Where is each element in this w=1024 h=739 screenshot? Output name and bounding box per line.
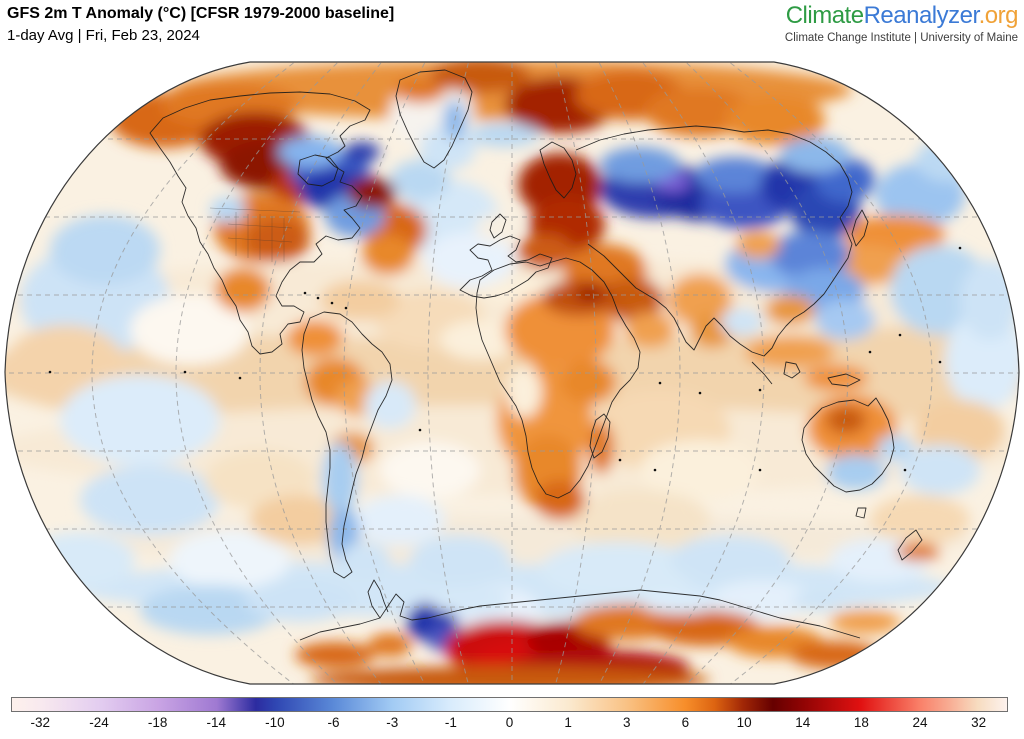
- colorbar-tick: -32: [30, 715, 51, 730]
- graticule: [5, 62, 1019, 684]
- site-logo[interactable]: ClimateReanalyzer.org Climate Change Ins…: [784, 2, 1019, 44]
- colorbar-tick: 24: [912, 715, 928, 730]
- projection-outline: [4, 61, 1020, 685]
- colorbar-tick: 18: [853, 715, 869, 730]
- logo-reanalyzer-text: Reanalyzer: [863, 2, 980, 29]
- logo-tagline: Climate Change Institute | University of…: [784, 32, 1018, 44]
- colorbar-tick: -3: [386, 715, 399, 730]
- colorbar-tick: -10: [265, 715, 285, 730]
- small-islands: [48, 246, 962, 472]
- coastlines: [149, 69, 923, 641]
- site-logo-wordmark[interactable]: ClimateReanalyzer.org: [785, 2, 1019, 30]
- logo-climate-text: Climate: [785, 2, 864, 29]
- colorbar: [11, 697, 1008, 712]
- colorbar-tick: -14: [206, 715, 227, 730]
- state-borders: [209, 207, 301, 262]
- map-layers: [5, 62, 1019, 684]
- colorbar-tick: 32: [971, 715, 987, 730]
- colorbar-tick: -24: [89, 715, 109, 730]
- map-title: GFS 2m T Anomaly (°C) [CFSR 1979-2000 ba…: [7, 5, 395, 22]
- colorbar-area: -32 -24 -18 -14 -10 -6 -3 -1 0 1 3 6 10 14 18 24 32: [0, 690, 1024, 739]
- colorbar-tick: 1: [564, 715, 572, 730]
- colorbar-tick: -18: [147, 715, 168, 730]
- colorbar-tick: 6: [681, 715, 690, 730]
- header: GFS 2m T Anomaly (°C) [CFSR 1979-2000 ba…: [0, 0, 1024, 56]
- anomaly-field: [5, 62, 1019, 684]
- colorbar-tick: 3: [623, 715, 631, 730]
- colorbar-tick: 14: [795, 715, 811, 730]
- colorbar-tick: 10: [736, 715, 752, 730]
- colorbar-tick: -6: [327, 715, 340, 730]
- map-subtitle: 1-day Avg | Fri, Feb 23, 2024: [7, 27, 200, 44]
- colorbar-tick: -1: [444, 715, 457, 730]
- colorbar-tick: 0: [505, 715, 514, 730]
- logo-org-text: .org: [978, 2, 1019, 29]
- colorbar-labels: -32 -24 -18 -14 -10 -6 -3 -1 0 1 3 6 10 14 18 24 32: [11, 715, 1008, 733]
